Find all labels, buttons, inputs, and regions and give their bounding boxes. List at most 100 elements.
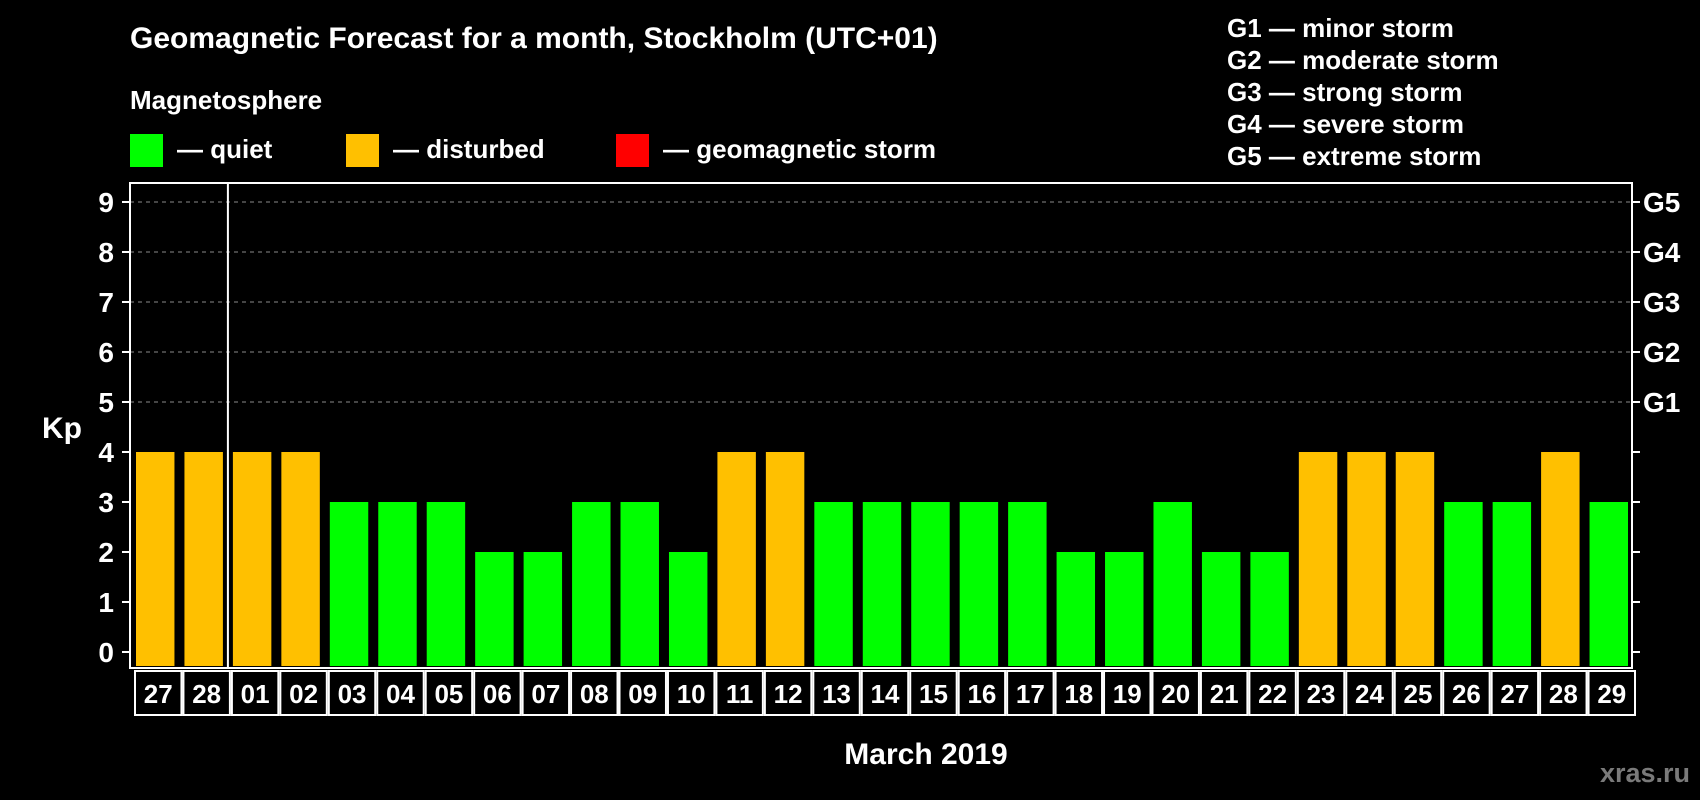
bar-12 — [717, 452, 756, 666]
x-axis-label: March 2019 — [844, 738, 1007, 771]
y-tick-label: 2 — [98, 537, 114, 568]
day-cell-16 — [909, 670, 958, 716]
day-label: 25 — [1404, 679, 1433, 709]
bar-0 — [136, 452, 175, 666]
day-label: 19 — [1113, 679, 1142, 709]
bar-30 — [1589, 502, 1628, 666]
storm-level-label-g2: G2 — [1643, 337, 1680, 368]
day-label: 10 — [677, 679, 706, 709]
day-label: 16 — [967, 679, 996, 709]
day-cell-13 — [763, 670, 813, 716]
legend-label-quiet: — quiet — [177, 134, 273, 164]
day-cell-29 — [1539, 670, 1588, 716]
storm-level-label-g1: G1 — [1643, 387, 1680, 418]
day-label: 22 — [1258, 679, 1287, 709]
legend-label-storm: — geomagnetic storm — [663, 134, 936, 164]
day-cell-28 — [1490, 670, 1540, 716]
bar-6 — [426, 502, 466, 666]
bar-26 — [1395, 452, 1435, 666]
day-label: 05 — [434, 679, 463, 709]
day-label: 26 — [1452, 679, 1481, 709]
bar-11 — [668, 552, 708, 666]
y-tick-label: 1 — [98, 587, 114, 618]
bar-5 — [378, 502, 417, 666]
bars — [136, 452, 1628, 666]
day-label: 18 — [1064, 679, 1093, 709]
bar-28 — [1492, 502, 1532, 666]
day-cell-3 — [279, 670, 328, 716]
day-label: 28 — [192, 679, 221, 709]
day-label: 06 — [483, 679, 512, 709]
bar-2 — [232, 452, 272, 666]
day-label: 09 — [628, 679, 657, 709]
y-tick-label: 7 — [98, 287, 114, 318]
day-label: 23 — [1307, 679, 1336, 709]
y-axis-label: Kp — [42, 412, 82, 445]
storm-level-label-g3: G3 — [1643, 287, 1680, 318]
day-cell-17 — [957, 670, 1007, 716]
day-cell-14 — [812, 670, 861, 716]
storm-scale-g4: G4 — severe storm — [1227, 109, 1464, 139]
bar-9 — [572, 502, 611, 666]
y-tick-label: 9 — [98, 187, 114, 218]
legend: — quiet — disturbed — geomagnetic storm — [130, 134, 936, 167]
day-label: 27 — [144, 679, 173, 709]
day-label: 20 — [1161, 679, 1190, 709]
day-label: 04 — [386, 679, 415, 709]
day-label: 12 — [774, 679, 803, 709]
day-cell-8 — [521, 670, 571, 716]
y-tick-label: 6 — [98, 337, 114, 368]
legend-swatch-storm — [616, 134, 649, 167]
bar-16 — [911, 502, 950, 666]
bar-24 — [1298, 452, 1338, 666]
day-cell-1 — [182, 670, 231, 716]
y-tick-label: 3 — [98, 487, 114, 518]
magnetosphere-label: Magnetosphere — [130, 85, 322, 115]
legend-swatch-quiet — [130, 134, 163, 167]
storm-scale-g3: G3 — strong storm — [1227, 77, 1462, 107]
day-label: 13 — [822, 679, 851, 709]
day-label: 11 — [726, 679, 754, 709]
day-cell-15 — [860, 670, 910, 716]
day-label: 27 — [1500, 679, 1529, 709]
day-cell-9 — [570, 670, 619, 716]
plot-frame — [129, 182, 1633, 669]
storm-scale-legend: G1 — minor storm G2 — moderate storm G3 … — [1227, 13, 1499, 171]
day-cell-23 — [1248, 670, 1297, 716]
day-cell-0 — [134, 670, 183, 716]
day-cell-12 — [715, 670, 764, 716]
day-label: 15 — [919, 679, 948, 709]
bar-15 — [862, 502, 902, 666]
bar-8 — [523, 552, 563, 666]
bar-22 — [1201, 552, 1241, 666]
y-tick-label: 5 — [98, 387, 114, 418]
bar-17 — [959, 502, 999, 666]
legend-label-disturbed: — disturbed — [393, 134, 545, 164]
bar-13 — [765, 452, 805, 666]
day-label: 29 — [1597, 679, 1626, 709]
storm-level-axis: G1 G2 G3 G4 G5 — [1643, 187, 1681, 418]
bar-27 — [1444, 502, 1483, 666]
bar-25 — [1347, 452, 1386, 666]
day-cell-30 — [1587, 670, 1636, 716]
day-cell-6 — [424, 670, 474, 716]
day-cell-7 — [473, 670, 522, 716]
day-cell-22 — [1199, 670, 1249, 716]
day-label: 01 — [241, 679, 270, 709]
day-cell-21 — [1151, 670, 1200, 716]
day-label: 08 — [580, 679, 609, 709]
legend-swatch-disturbed — [346, 134, 379, 167]
day-cell-11 — [666, 670, 716, 716]
day-label: 07 — [531, 679, 560, 709]
storm-level-label-g5: G5 — [1643, 187, 1680, 218]
bar-1 — [184, 452, 223, 666]
y-tick-label: 0 — [98, 637, 114, 668]
day-labels: 27 28 01 02 03 04 05 06 07 08 09 10 11 12 13 14 15 16 17 18… — [134, 670, 1636, 716]
storm-scale-g2: G2 — moderate storm — [1227, 45, 1499, 75]
day-cell-20 — [1103, 670, 1152, 716]
day-cell-4 — [327, 670, 377, 716]
day-cell-19 — [1054, 670, 1104, 716]
day-label: 17 — [1016, 679, 1045, 709]
bar-14 — [814, 502, 853, 666]
